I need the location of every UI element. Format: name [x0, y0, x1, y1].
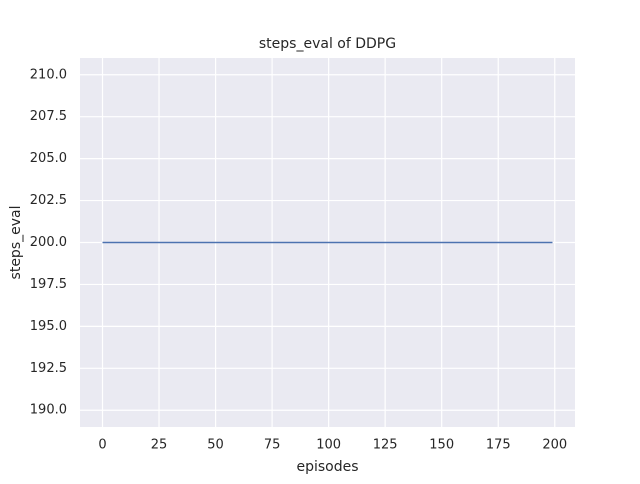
x-tick-label: 100	[316, 438, 341, 453]
y-tick-label: 207.5	[30, 109, 67, 124]
y-tick-label: 195.0	[30, 319, 67, 334]
x-tick-label: 150	[429, 438, 454, 453]
chart-title: steps_eval of DDPG	[259, 36, 396, 52]
y-axis-label: steps_eval	[8, 206, 24, 280]
x-tick-label: 0	[98, 438, 106, 453]
y-tick-label: 197.5	[30, 277, 67, 292]
y-tick-label: 200.0	[30, 235, 67, 250]
y-tick-label: 202.5	[30, 193, 67, 208]
x-tick-label: 125	[373, 438, 398, 453]
x-tick-label: 25	[151, 438, 168, 453]
x-tick-label: 75	[264, 438, 281, 453]
x-tick-label: 200	[542, 438, 567, 453]
x-tick-label: 175	[486, 438, 511, 453]
y-tick-label: 205.0	[30, 151, 67, 166]
y-tick-label: 192.5	[30, 361, 67, 376]
x-tick-label: 50	[207, 438, 224, 453]
y-tick-label: 190.0	[30, 403, 67, 418]
y-tick-label: 210.0	[30, 67, 67, 82]
x-axis-label: episodes	[296, 459, 358, 475]
